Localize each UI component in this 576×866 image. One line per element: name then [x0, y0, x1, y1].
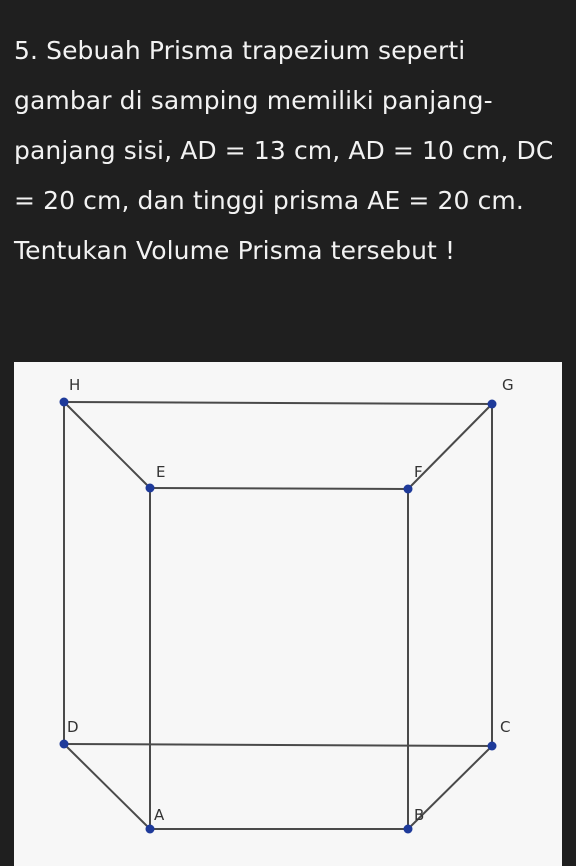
label-d: D: [67, 718, 79, 736]
vertex-d: [59, 739, 69, 749]
prism-diagram: H G E F D C A B: [14, 362, 562, 866]
edge-cb: [407, 745, 493, 830]
edge-da: [63, 743, 151, 830]
vertex-f: [403, 484, 413, 494]
edge-dc: [63, 743, 493, 747]
label-a: A: [154, 806, 165, 824]
prism-diagram-svg: H G E F D C A B: [59, 376, 514, 834]
vertex-c: [487, 741, 497, 751]
question-text: 5. Sebuah Prisma trapezium seperti gamba…: [14, 36, 554, 265]
label-e: E: [156, 463, 165, 481]
label-g: G: [502, 376, 514, 394]
label-f: F: [414, 463, 423, 481]
vertex-e: [145, 483, 155, 493]
label-c: C: [500, 718, 510, 736]
vertex-g: [487, 399, 497, 409]
vertex-a: [145, 824, 155, 834]
vertex-b: [403, 824, 413, 834]
edge-gf: [407, 403, 493, 490]
label-h: H: [69, 376, 80, 394]
edge-hg: [63, 401, 493, 405]
label-b: B: [414, 806, 424, 824]
edge-ef: [149, 487, 409, 490]
edge-he: [63, 401, 151, 489]
vertex-h: [59, 397, 69, 407]
